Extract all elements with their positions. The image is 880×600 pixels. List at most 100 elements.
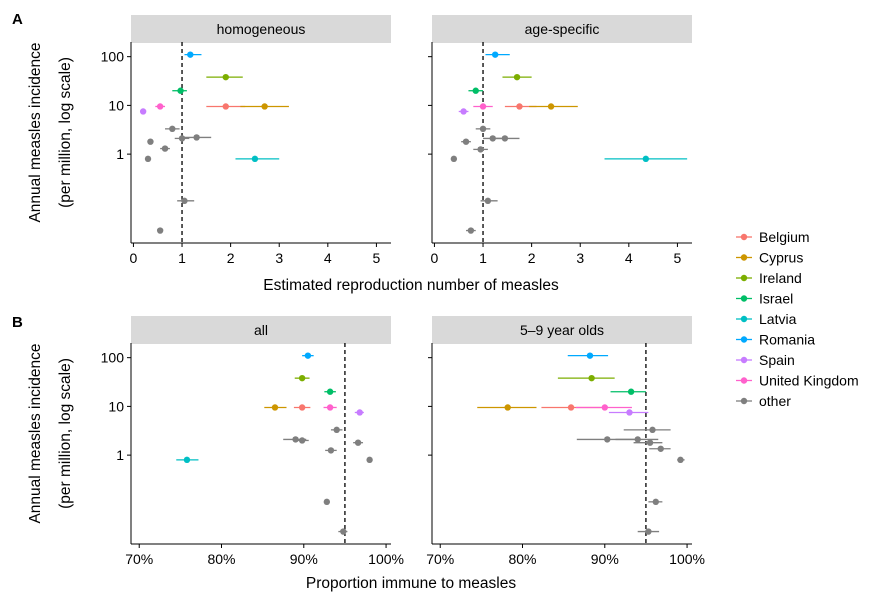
row-b-y-axis-title-1: Annual measles incidence bbox=[27, 343, 44, 523]
row-b-panel-1-x-tick-label: 70% bbox=[125, 551, 153, 567]
row-a-panel-1-point-other bbox=[162, 145, 168, 151]
row-a-panel-2-x-tick-label: 0 bbox=[431, 250, 439, 266]
legend-label-other: other bbox=[759, 393, 791, 409]
row-b-panel-1-point-latvia bbox=[184, 457, 190, 463]
row-a-panel-2-x-tick-label: 2 bbox=[528, 250, 536, 266]
row-b-x-axis-title: Proportion immune to measles bbox=[306, 575, 516, 592]
row-a-panel-1-point-other bbox=[157, 227, 163, 233]
row-a-panel-1-point-latvia bbox=[252, 156, 258, 162]
row-b-panel-1-point-ireland bbox=[299, 375, 305, 381]
row-a-panel-1-point-other bbox=[169, 126, 175, 132]
row-a-panel-1-point-other bbox=[193, 134, 199, 140]
legend-label-united-kingdom: United Kingdom bbox=[759, 373, 859, 389]
legend-label-romania: Romania bbox=[759, 332, 815, 348]
row-b-panel-1-point-other bbox=[333, 427, 339, 433]
row-b-panel-1-point-other bbox=[324, 499, 330, 505]
row-a-panel-2-point-romania bbox=[492, 51, 498, 57]
row-a-panel-2-point-cyprus bbox=[548, 103, 554, 109]
row-b-panel-1-x-tick-label: 80% bbox=[207, 551, 235, 567]
row-a-panel-2-point-other bbox=[485, 198, 491, 204]
row-b-panel-1-point-united-kingdom bbox=[327, 404, 333, 410]
row-a-y-axis-title-2: (per million, log scale) bbox=[57, 57, 74, 208]
row-b-panel-2-point-other bbox=[658, 446, 664, 452]
panel-label-a: A bbox=[12, 11, 23, 28]
legend-label-cyprus: Cyprus bbox=[759, 250, 803, 266]
row-b-panel-1-x-tick-label: 90% bbox=[290, 551, 318, 567]
row-b-panel-2-point-other bbox=[649, 427, 655, 433]
row-a-panel-2-point-united-kingdom bbox=[480, 103, 486, 109]
row-b-panel-2-point-united-kingdom bbox=[602, 404, 608, 410]
row-a-panel-1-point-israel bbox=[177, 88, 183, 94]
row-a-panel-1-point-belgium bbox=[223, 103, 229, 109]
row-b-panel-2-point-belgium bbox=[568, 404, 574, 410]
legend-marker-ireland bbox=[741, 275, 747, 281]
legend-label-latvia: Latvia bbox=[759, 311, 797, 327]
row-a-panel-1-point-other bbox=[179, 135, 185, 141]
row-b-panel-1-point-israel bbox=[327, 389, 333, 395]
row-b-panel-1-point-other bbox=[340, 528, 346, 534]
row-b-panel-1-point-other bbox=[366, 457, 372, 463]
row-b-panel-1-point-other bbox=[292, 436, 298, 442]
row-b-panel-2-x-tick-label: 90% bbox=[591, 551, 619, 567]
row-a-y-tick-label: 1 bbox=[116, 146, 124, 162]
row-a-y-tick-label: 100 bbox=[101, 49, 125, 65]
legend-marker-spain bbox=[741, 357, 747, 363]
legend-marker-belgium bbox=[741, 234, 747, 240]
row-b-panel-2-point-spain bbox=[626, 409, 632, 415]
row-a-panel-1-point-other bbox=[145, 156, 151, 162]
legend-label-ireland: Ireland bbox=[759, 270, 802, 286]
row-a-panel-2-point-latvia bbox=[643, 156, 649, 162]
legend-marker-latvia bbox=[741, 316, 747, 322]
row-b-panel-1-point-other bbox=[328, 447, 334, 453]
row-b-panel-2-point-ireland bbox=[588, 375, 594, 381]
row-b-panel-2-strip-label: 5–9 year olds bbox=[520, 322, 604, 338]
row-a-panel-1-point-spain bbox=[140, 108, 146, 114]
legend-marker-cyprus bbox=[741, 254, 747, 260]
row-a-panel-2-point-ireland bbox=[514, 74, 520, 80]
legend-label-belgium: Belgium bbox=[759, 229, 810, 245]
row-b-panel-2-point-other bbox=[653, 499, 659, 505]
row-a-panel-1-strip-label: homogeneous bbox=[217, 21, 306, 37]
row-a-panel-2-point-other bbox=[480, 126, 486, 132]
legend-marker-romania bbox=[741, 336, 747, 342]
row-a-panel-2-point-other bbox=[477, 146, 483, 152]
row-b-panel-1-point-romania bbox=[305, 352, 311, 358]
row-b-panel-2-point-romania bbox=[587, 352, 593, 358]
row-a-panel-1-point-united-kingdom bbox=[157, 103, 163, 109]
row-a-y-tick-label: 10 bbox=[108, 97, 124, 113]
row-a-panel-2-x-tick-label: 3 bbox=[576, 250, 584, 266]
row-b-panel-2-point-israel bbox=[628, 389, 634, 395]
row-a-panel-1-x-tick-label: 4 bbox=[324, 250, 332, 266]
row-a-panel-1-point-other bbox=[147, 138, 153, 144]
legend-label-israel: Israel bbox=[759, 291, 793, 307]
row-b-y-tick-label: 100 bbox=[101, 350, 125, 366]
row-a-panel-1-point-cyprus bbox=[261, 103, 267, 109]
legend-marker-united-kingdom bbox=[741, 377, 747, 383]
row-b-panel-2-point-other bbox=[634, 436, 640, 442]
row-a-panel-2-point-spain bbox=[460, 108, 466, 114]
legend-marker-israel bbox=[741, 295, 747, 301]
row-b-panel-2-x-tick-label: 100% bbox=[669, 551, 705, 567]
row-a-panel-2-x-tick-label: 4 bbox=[625, 250, 633, 266]
row-a-panel-2-point-other bbox=[463, 138, 469, 144]
row-b-panel-2-point-other bbox=[604, 436, 610, 442]
row-b-panel-1-strip-label: all bbox=[254, 322, 268, 338]
row-a-panel-1-x-tick-label: 0 bbox=[130, 250, 138, 266]
row-a-panel-1-x-tick-label: 3 bbox=[275, 250, 283, 266]
legend-label-spain: Spain bbox=[759, 352, 795, 368]
row-a-y-axis-title-1: Annual measles incidence bbox=[27, 42, 44, 222]
row-a-panel-1-point-ireland bbox=[223, 74, 229, 80]
row-a-panel-1-x-tick-label: 5 bbox=[373, 250, 381, 266]
row-b-y-axis-title-2: (per million, log scale) bbox=[57, 358, 74, 509]
row-b-panel-2-point-cyprus bbox=[504, 404, 510, 410]
row-b-panel-2-point-other bbox=[645, 528, 651, 534]
row-a-panel-1-x-tick-label: 2 bbox=[227, 250, 235, 266]
panel-label-b: B bbox=[12, 314, 23, 331]
row-b-panel-2-point-other bbox=[677, 457, 683, 463]
row-a-panel-2-strip-label: age-specific bbox=[525, 21, 600, 37]
row-a-panel-2-point-israel bbox=[473, 88, 479, 94]
row-a-x-axis-title: Estimated reproduction number of measles bbox=[263, 277, 559, 294]
row-a-panel-2-point-other bbox=[451, 156, 457, 162]
